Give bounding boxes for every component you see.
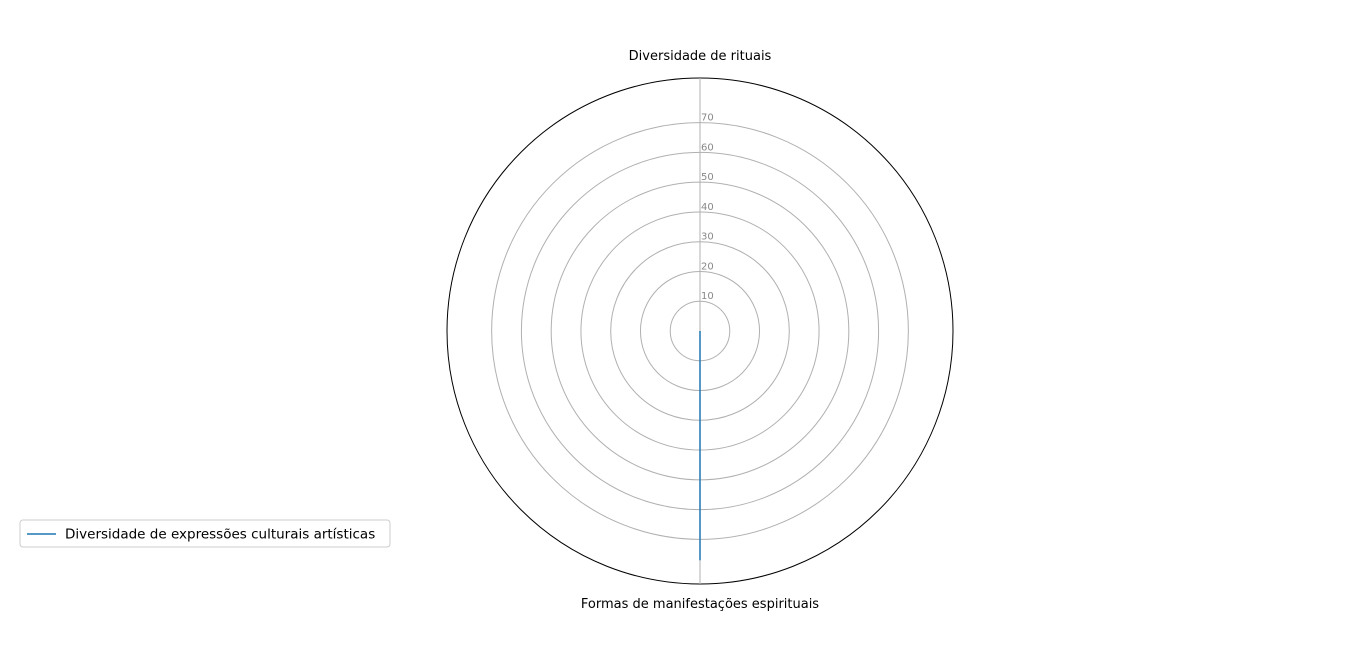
radial-tick-label: 20 [701, 261, 714, 272]
radial-tick-label: 10 [701, 291, 714, 302]
legend-entry-label: Diversidade de expressões culturais artí… [65, 527, 375, 543]
radial-tick-label: 60 [701, 142, 714, 153]
radial-tick-label: 30 [701, 232, 714, 243]
radial-tick-label: 40 [701, 202, 714, 213]
legend-box [19, 519, 391, 548]
tick-label-layer: 10 20 30 40 50 60 70 [701, 113, 714, 303]
category-label: Diversidade de rituais [629, 49, 772, 64]
radial-tick-label: 50 [701, 172, 714, 183]
category-label: Formas de manifestações espirituais [581, 597, 819, 612]
axis-label-layer: Diversidade de rituais Formas de manifest… [581, 49, 819, 612]
radial-tick-label: 70 [701, 113, 714, 124]
legend: Diversidade de expressões culturais artí… [19, 519, 391, 548]
